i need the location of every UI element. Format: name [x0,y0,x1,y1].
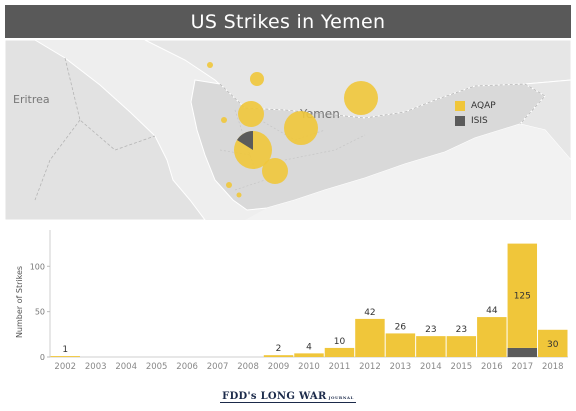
bar-value-label: 2 [276,344,282,354]
bar-value-label: 44 [486,306,498,316]
bar-aqap[interactable] [294,353,324,357]
footer-logo: FDD's LONG WAR JOURNAL [0,388,576,406]
map-legend: AQAP ISIS [455,98,496,128]
bar-value-label: 1 [62,345,68,355]
x-tick-label: 2015 [451,362,473,372]
strike-bubble[interactable] [207,62,213,68]
x-tick-label: 2014 [420,362,442,372]
bar-chart: Number of Strikes 1 2 4 10 42 26 23 23 44 125 30 2… [0,225,576,380]
map-canvas: Eritrea Yemen [5,40,571,220]
strike-bubble[interactable] [236,192,242,198]
strike-bubble[interactable] [226,182,232,188]
bar-value-label: 42 [364,308,375,318]
bar-aqap[interactable] [477,317,507,357]
legend-swatch-aqap [455,100,465,111]
y-tick-label: 0 [40,353,45,362]
bar-value-label: 30 [547,340,559,350]
strike-bubble[interactable] [221,117,227,123]
bar-isis[interactable] [507,347,538,357]
x-tick-label: 2017 [511,362,533,372]
x-tick-label: 2006 [176,362,198,372]
strike-bubble[interactable] [238,101,264,127]
legend-swatch-isis [455,115,465,126]
bar-aqap[interactable] [446,336,477,357]
label-eritrea: Eritrea [13,93,50,106]
legend-item-aqap: AQAP [455,98,496,113]
bar-value-label: 10 [334,337,346,347]
x-tick-label: 2009 [268,362,290,372]
legend-item-isis: ISIS [455,113,496,128]
fdd-logo: FDD's LONG WAR JOURNAL [220,391,356,403]
bar-aqap[interactable] [385,333,416,357]
x-tick-label: 2012 [359,362,381,372]
bar-value-label: 23 [456,325,467,335]
x-tick-label: 2011 [329,362,351,372]
bar-aqap[interactable] [355,318,385,357]
bar-aqap[interactable] [324,347,355,357]
logo-sub-text: JOURNAL [328,395,354,400]
bar-aqap[interactable] [416,336,446,357]
x-tick-label: 2005 [146,362,168,372]
strike-bubble[interactable] [250,72,264,86]
y-tick-label: 100 [30,262,45,271]
bar-value-label: 26 [395,322,407,332]
x-tick-label: 2016 [481,362,503,372]
bar-value-label: 4 [306,342,312,352]
strike-bubble-isis[interactable] [237,131,253,150]
x-tick-label: 2018 [542,362,564,372]
border-oman-yemen [519,83,546,125]
x-tick-label: 2013 [390,362,412,372]
strike-bubble[interactable] [284,111,318,145]
legend-label-aqap: AQAP [471,100,496,111]
x-tick-label: 2004 [115,362,137,372]
bar-value-label: 23 [425,325,436,335]
border-saudi-yemen [219,83,526,119]
bar-aqap[interactable] [507,243,538,348]
x-tick-label: 2008 [237,362,259,372]
x-tick-label: 2002 [54,362,76,372]
y-tick-label: 50 [35,308,45,317]
bar-aqap[interactable] [263,355,294,357]
bar-chart-canvas: Number of Strikes 1 2 4 10 42 26 23 23 44 125 30 2… [15,230,568,372]
gulf-of-aden [245,124,571,220]
strike-bubble[interactable] [344,81,378,115]
bar-value-label: 125 [514,292,531,302]
bar-aqap[interactable] [50,356,80,357]
x-tick-label: 2010 [298,362,320,372]
logo-main-text: FDD's LONG WAR [222,391,327,402]
land-africa [5,40,206,220]
map[interactable]: Eritrea Yemen AQAP ISIS [5,40,571,220]
y-axis-label: Number of Strikes [15,266,24,338]
x-tick-label: 2003 [85,362,107,372]
x-tick-label: 2007 [207,362,229,372]
strike-bubble[interactable] [262,158,288,184]
bar-aqap[interactable] [538,329,568,357]
border-africa [34,57,156,201]
legend-label-isis: ISIS [471,115,488,126]
chart-title: US Strikes in Yemen [5,5,571,38]
